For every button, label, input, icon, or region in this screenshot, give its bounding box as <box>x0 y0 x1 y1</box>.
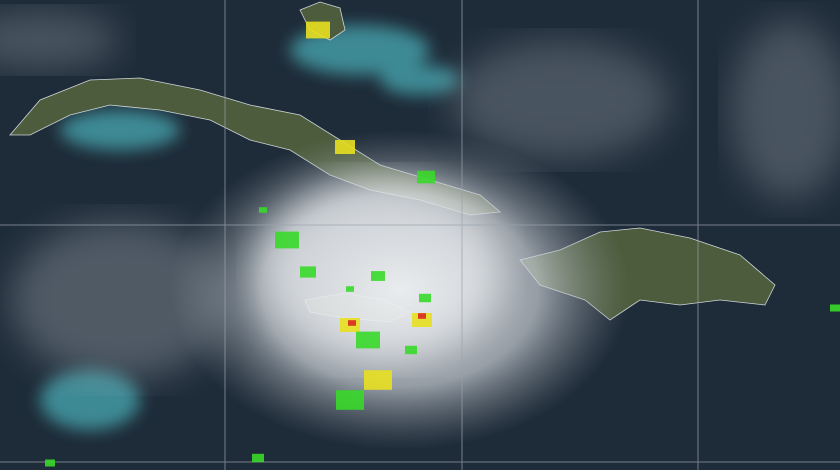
lightning-overlay <box>45 21 840 467</box>
lightning-cluster <box>419 293 431 303</box>
lightning-cluster <box>412 313 432 327</box>
lightning-cluster <box>300 266 316 278</box>
lightning-cluster <box>346 286 354 292</box>
lightning-cluster <box>45 459 55 467</box>
lightning-cluster <box>418 313 426 319</box>
lightning-cluster <box>356 331 380 349</box>
lightning-cluster <box>259 207 267 213</box>
lightning-cluster <box>364 370 392 390</box>
lightning-cluster <box>417 170 435 184</box>
lightning-cluster <box>275 231 299 249</box>
lightning-cluster <box>306 21 330 39</box>
lightning-cluster <box>405 345 417 355</box>
lightning-cluster <box>336 390 364 410</box>
lightning-cluster <box>252 453 264 463</box>
lightning-cluster <box>371 271 385 281</box>
lightning-cluster <box>335 140 355 154</box>
lightning-cluster <box>348 320 356 326</box>
lightning-cluster <box>830 304 840 312</box>
